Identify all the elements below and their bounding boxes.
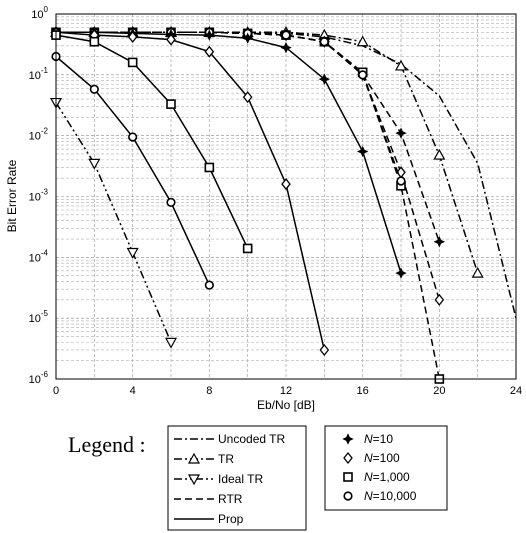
ticks-layer: 0 4 8 12 16 20 24 100 10-1 10-2 10-3 10-4 10-5 10-6 (29, 5, 523, 397)
series-line (56, 31, 402, 274)
data-point-star (280, 41, 292, 54)
legend-marker-circle (343, 491, 353, 501)
data-point-diamond (319, 343, 330, 357)
data-point-circle (128, 132, 138, 142)
data-point-triangle-down (126, 247, 139, 259)
y-tick-label: 10-4 (29, 248, 49, 264)
data-point-circle (204, 280, 214, 290)
series-tr-triangle-up (49, 26, 484, 278)
series-prop-star (50, 26, 407, 279)
legend-label: Uncoded TR (218, 432, 285, 446)
grid-layer (55, 14, 517, 380)
data-point-square (166, 99, 176, 109)
y-tick-label: 10-3 (29, 188, 49, 204)
legend-marker-square (343, 472, 353, 482)
legend-label: N=10 (364, 432, 393, 446)
legend-label: N=1,000 (364, 470, 410, 484)
y-tick-label: 100 (31, 5, 48, 21)
series-line (55, 34, 249, 249)
legend-marker-diamond (343, 451, 353, 465)
legend-title: Legend : (68, 432, 146, 457)
series-prop-diamond (51, 26, 330, 357)
data-point-star (395, 267, 407, 279)
legend-label: N=100 (364, 451, 400, 465)
legend-label: Prop (218, 512, 244, 526)
legend-label: Ideal TR (218, 472, 263, 486)
data-point-square (204, 162, 215, 173)
data-point-diamond (166, 33, 176, 46)
data-point-circle (319, 37, 329, 47)
x-tick-label: 4 (130, 385, 136, 397)
data-point-diamond (242, 91, 253, 104)
data-point-star (203, 29, 216, 41)
data-point-star (395, 127, 407, 139)
data-point-triangle-up (356, 35, 369, 47)
data-point-star (356, 145, 369, 158)
data-point-triangle-down (164, 337, 178, 349)
series-layer (49, 26, 517, 384)
data-point-circle (358, 70, 368, 80)
scheme-legend: Uncoded TR TR Ideal TR RTR Prop (174, 432, 285, 526)
data-point-diamond (204, 45, 215, 58)
data-point-circle (281, 30, 291, 40)
data-point-diamond (127, 30, 138, 43)
legend-label: RTR (218, 492, 243, 506)
series-line (55, 102, 172, 343)
data-point-circle (396, 176, 406, 186)
data-point-star (318, 73, 331, 85)
series-line (55, 31, 326, 351)
x-tick-label: 24 (510, 385, 522, 397)
data-point-circle (89, 84, 99, 94)
series-prop-square (51, 30, 253, 254)
legend-marker-star (342, 433, 354, 445)
x-tick-label: 16 (357, 385, 369, 397)
legend-label: N=10,000 (364, 489, 417, 503)
x-tick-label: 0 (53, 385, 59, 397)
y-tick-label: 10-2 (29, 127, 49, 143)
data-point-star (241, 32, 254, 44)
data-point-diamond (434, 293, 445, 306)
data-point-triangle-up (433, 148, 446, 160)
plot-frame (55, 13, 517, 380)
series-line (56, 31, 479, 274)
legend-label: TR (218, 452, 234, 466)
x-axis-title: Eb/No [dB] (257, 398, 315, 412)
data-point-star (433, 236, 446, 248)
data-point-diamond (281, 178, 291, 191)
data-point-square (242, 243, 253, 254)
x-tick-label: 20 (433, 385, 445, 397)
data-point-square (127, 57, 138, 68)
y-axis-title: Bit Error Rate (5, 159, 19, 232)
data-point-triangle-up (471, 266, 484, 278)
data-point-circle (166, 197, 176, 207)
y-tick-label: 10-5 (29, 309, 49, 325)
data-point-square (89, 36, 100, 47)
data-point-triangle-up (394, 59, 408, 71)
y-tick-label: 10-6 (29, 370, 49, 386)
data-point-triangle-down (88, 158, 101, 170)
legend-marker-triangle-down (187, 474, 201, 486)
x-tick-label: 8 (206, 385, 212, 397)
x-tick-label: 12 (280, 385, 292, 397)
marker-legend: N=10 N=100 N=1,000 N=10,000 (342, 432, 417, 503)
legend-marker-triangle-up (187, 452, 201, 464)
y-tick-label: 10-1 (29, 66, 49, 82)
